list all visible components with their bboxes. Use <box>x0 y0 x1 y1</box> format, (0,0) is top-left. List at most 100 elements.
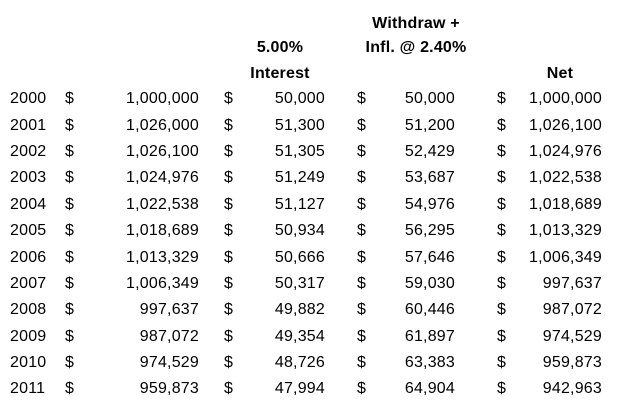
cell-withdrawal-value: 61,897 <box>404 327 455 345</box>
cell-interest-value: 50,934 <box>274 222 325 240</box>
cell-interest[interactable]: $ 49,354 <box>221 328 333 346</box>
header-interest-rate[interactable]: 5.00% <box>256 39 304 56</box>
cell-interest-value: 49,354 <box>274 327 325 345</box>
header-withdraw-line2[interactable]: Infl. @ 2.40% <box>365 39 467 56</box>
cell-withdrawal[interactable]: $ 59,030 <box>353 275 463 293</box>
cell-net[interactable]: $ 942,963 <box>493 380 610 398</box>
cell-withdrawal-value: 50,000 <box>404 90 455 108</box>
cell-net[interactable]: $ 997,637 <box>493 275 610 293</box>
cell-withdrawal[interactable]: $ 50,000 <box>353 90 463 108</box>
dollar-sign: $ <box>357 354 367 372</box>
cell-interest[interactable]: $ 50,000 <box>221 90 333 108</box>
cell-year[interactable]: 2002 <box>10 142 47 160</box>
cell-net[interactable]: $ 1,018,689 <box>493 196 610 214</box>
dollar-sign: $ <box>224 354 234 372</box>
cell-year[interactable]: 2011 <box>10 380 46 398</box>
cell-net-value: 1,013,329 <box>529 222 602 240</box>
cell-interest[interactable]: $ 50,666 <box>221 249 333 267</box>
cell-interest[interactable]: $ 51,300 <box>221 117 333 135</box>
header-net-label[interactable]: Net <box>546 65 574 82</box>
cell-balance-value: 997,637 <box>139 301 199 319</box>
cell-interest[interactable]: $ 50,317 <box>221 275 333 293</box>
cell-withdrawal[interactable]: $ 53,687 <box>353 169 463 187</box>
cell-interest[interactable]: $ 51,305 <box>221 143 333 161</box>
cell-withdrawal[interactable]: $ 56,295 <box>353 222 463 240</box>
dollar-sign: $ <box>357 248 367 266</box>
cell-net-value: 1,024,976 <box>529 142 602 160</box>
cell-net[interactable]: $ 974,529 <box>493 328 610 346</box>
cell-interest-value: 48,726 <box>274 354 325 372</box>
cell-balance-value: 987,072 <box>139 327 199 345</box>
cell-withdrawal[interactable]: $ 60,446 <box>353 301 463 319</box>
cell-year[interactable]: 2006 <box>10 248 47 266</box>
cell-balance-value: 1,006,349 <box>126 274 199 292</box>
cell-year[interactable]: 2008 <box>10 301 47 319</box>
cell-year[interactable]: 2005 <box>10 222 47 240</box>
cell-net[interactable]: $ 1,022,538 <box>493 169 610 187</box>
cell-net[interactable]: $ 1,000,000 <box>493 90 610 108</box>
cell-net[interactable]: $ 987,072 <box>493 301 610 319</box>
cell-balance[interactable]: $ 1,000,000 <box>59 90 207 108</box>
cell-balance-value: 1,000,000 <box>126 90 199 108</box>
cell-interest[interactable]: $ 47,994 <box>221 380 333 398</box>
cell-withdrawal-value: 54,976 <box>404 195 455 213</box>
cell-balance[interactable]: $ 974,529 <box>59 354 207 372</box>
cell-withdrawal-value: 63,383 <box>404 354 455 372</box>
cell-balance-value: 1,026,100 <box>126 142 199 160</box>
cell-balance-value: 974,529 <box>139 354 199 372</box>
cell-net[interactable]: $ 1,024,976 <box>493 143 610 161</box>
dollar-sign: $ <box>224 327 234 345</box>
cell-withdrawal[interactable]: $ 63,383 <box>353 354 463 372</box>
cell-balance[interactable]: $ 1,013,329 <box>59 249 207 267</box>
cell-year[interactable]: 2009 <box>10 327 47 345</box>
cell-year[interactable]: 2007 <box>10 274 47 292</box>
cell-balance[interactable]: $ 1,018,689 <box>59 222 207 240</box>
cell-net[interactable]: $ 1,026,100 <box>493 117 610 135</box>
header-withdraw-line1[interactable]: Withdraw + <box>372 15 460 32</box>
cell-interest[interactable]: $ 51,127 <box>221 196 333 214</box>
header-interest-label[interactable]: Interest <box>250 65 310 82</box>
cell-balance[interactable]: $ 1,026,100 <box>59 143 207 161</box>
cell-withdrawal[interactable]: $ 64,904 <box>353 380 463 398</box>
cell-interest[interactable]: $ 50,934 <box>221 222 333 240</box>
cell-balance[interactable]: $ 997,637 <box>59 301 207 319</box>
dollar-sign: $ <box>497 248 507 266</box>
cell-year[interactable]: 2003 <box>10 169 47 187</box>
cell-balance[interactable]: $ 1,024,976 <box>59 169 207 187</box>
cell-interest-value: 50,317 <box>274 274 325 292</box>
cell-withdrawal[interactable]: $ 52,429 <box>353 143 463 161</box>
dollar-sign: $ <box>497 222 507 240</box>
cell-year[interactable]: 2000 <box>10 90 47 108</box>
dollar-sign: $ <box>497 327 507 345</box>
cell-balance[interactable]: $ 987,072 <box>59 328 207 346</box>
cell-balance[interactable]: $ 1,022,538 <box>59 196 207 214</box>
cell-withdrawal-value: 56,295 <box>404 222 455 240</box>
cell-balance[interactable]: $ 1,006,349 <box>59 275 207 293</box>
dollar-sign: $ <box>497 380 507 398</box>
cell-year[interactable]: 2010 <box>10 354 47 372</box>
cell-interest[interactable]: $ 48,726 <box>221 354 333 372</box>
cell-balance[interactable]: $ 959,873 <box>59 380 207 398</box>
cell-year[interactable]: 2001 <box>10 116 47 134</box>
dollar-sign: $ <box>224 301 234 319</box>
cell-interest[interactable]: $ 49,882 <box>221 301 333 319</box>
cell-interest[interactable]: $ 51,249 <box>221 169 333 187</box>
dollar-sign: $ <box>65 195 75 213</box>
dollar-sign: $ <box>65 327 75 345</box>
dollar-sign: $ <box>357 116 367 134</box>
cell-net[interactable]: $ 1,013,329 <box>493 222 610 240</box>
table-row: 2010 $ 974,529 $ 48,726 $ 63,383 $ 959,8… <box>0 350 630 376</box>
cell-net[interactable]: $ 959,873 <box>493 354 610 372</box>
cell-withdrawal[interactable]: $ 54,976 <box>353 196 463 214</box>
cell-interest-value: 49,882 <box>274 301 325 319</box>
cell-year[interactable]: 2004 <box>10 195 47 213</box>
cell-withdrawal[interactable]: $ 61,897 <box>353 328 463 346</box>
dollar-sign: $ <box>497 301 507 319</box>
cell-withdrawal[interactable]: $ 51,200 <box>353 117 463 135</box>
table-row: 2005 $ 1,018,689 $ 50,934 $ 56,295 $ 1,0… <box>0 218 630 244</box>
cell-net[interactable]: $ 1,006,349 <box>493 249 610 267</box>
cell-withdrawal[interactable]: $ 57,646 <box>353 249 463 267</box>
cell-balance-value: 1,022,538 <box>126 195 199 213</box>
cell-balance[interactable]: $ 1,026,000 <box>59 117 207 135</box>
